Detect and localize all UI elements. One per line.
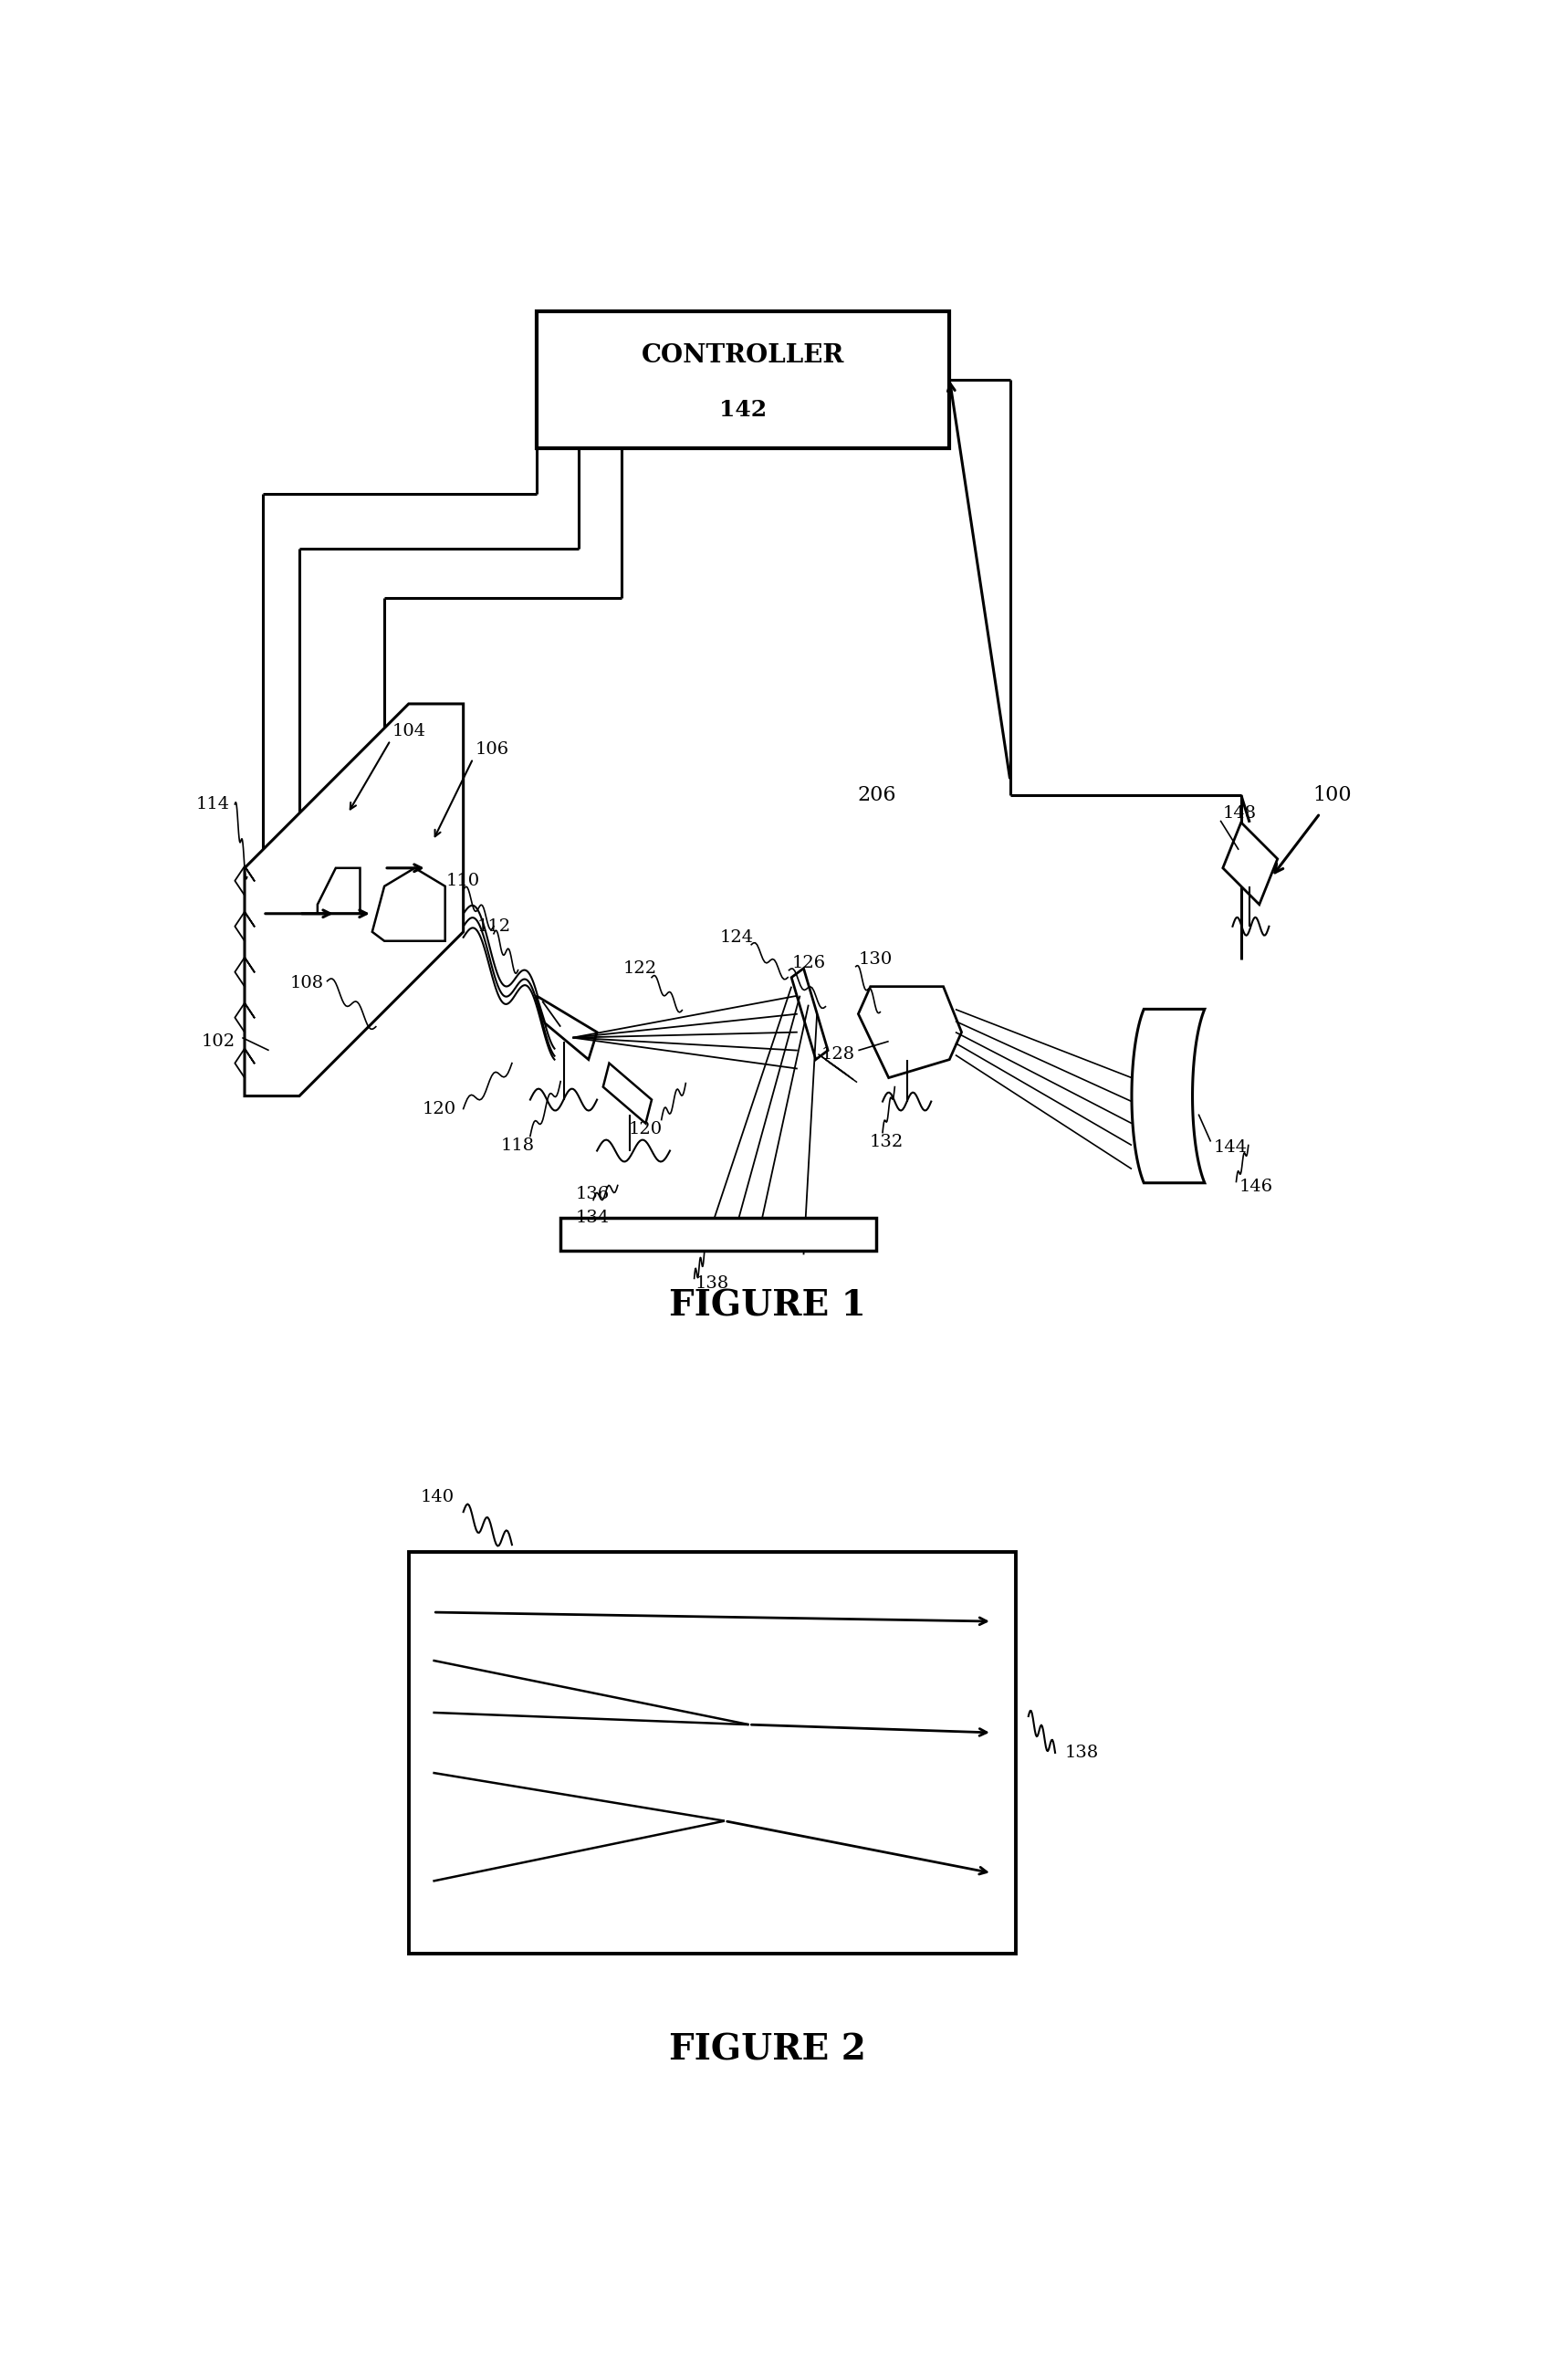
- Text: 108: 108: [290, 974, 323, 990]
- Text: 118: 118: [502, 1137, 535, 1154]
- Text: 206: 206: [858, 784, 895, 805]
- Polygon shape: [245, 704, 464, 1097]
- Text: 140: 140: [420, 1490, 455, 1507]
- Text: 110: 110: [447, 872, 480, 888]
- Text: CONTROLLER: CONTROLLER: [641, 344, 844, 367]
- Text: 142: 142: [720, 400, 767, 422]
- Text: 104: 104: [392, 723, 425, 739]
- Polygon shape: [604, 1064, 652, 1123]
- Text: 102: 102: [201, 1033, 235, 1049]
- Bar: [409, 1552, 1016, 1954]
- Text: 144: 144: [1214, 1139, 1247, 1156]
- Text: 130: 130: [858, 950, 892, 967]
- Text: FIGURE 2: FIGURE 2: [668, 2033, 866, 2068]
- Polygon shape: [792, 969, 828, 1059]
- Text: 120: 120: [422, 1102, 456, 1118]
- Text: 138: 138: [696, 1275, 729, 1291]
- Text: 120: 120: [629, 1121, 663, 1137]
- Text: 134: 134: [575, 1211, 608, 1227]
- Text: 136: 136: [575, 1187, 608, 1203]
- Text: 126: 126: [792, 955, 825, 971]
- Text: 128: 128: [820, 1045, 855, 1061]
- Text: 100: 100: [1312, 784, 1352, 805]
- Text: 112: 112: [477, 919, 511, 936]
- Polygon shape: [536, 995, 597, 1059]
- Bar: [561, 1218, 877, 1251]
- Text: 148: 148: [1223, 805, 1256, 822]
- Text: 114: 114: [196, 796, 230, 813]
- Text: FIGURE 1: FIGURE 1: [668, 1289, 866, 1324]
- Text: 124: 124: [720, 929, 754, 945]
- Text: 132: 132: [869, 1132, 903, 1149]
- Polygon shape: [317, 867, 361, 914]
- Text: 146: 146: [1239, 1180, 1273, 1196]
- Polygon shape: [858, 986, 961, 1078]
- Bar: [536, 313, 950, 448]
- Polygon shape: [1132, 1009, 1204, 1182]
- Text: 122: 122: [622, 959, 657, 976]
- Text: 138: 138: [1065, 1744, 1099, 1760]
- Polygon shape: [372, 867, 445, 940]
- Polygon shape: [1223, 822, 1278, 905]
- Text: 106: 106: [475, 741, 510, 758]
